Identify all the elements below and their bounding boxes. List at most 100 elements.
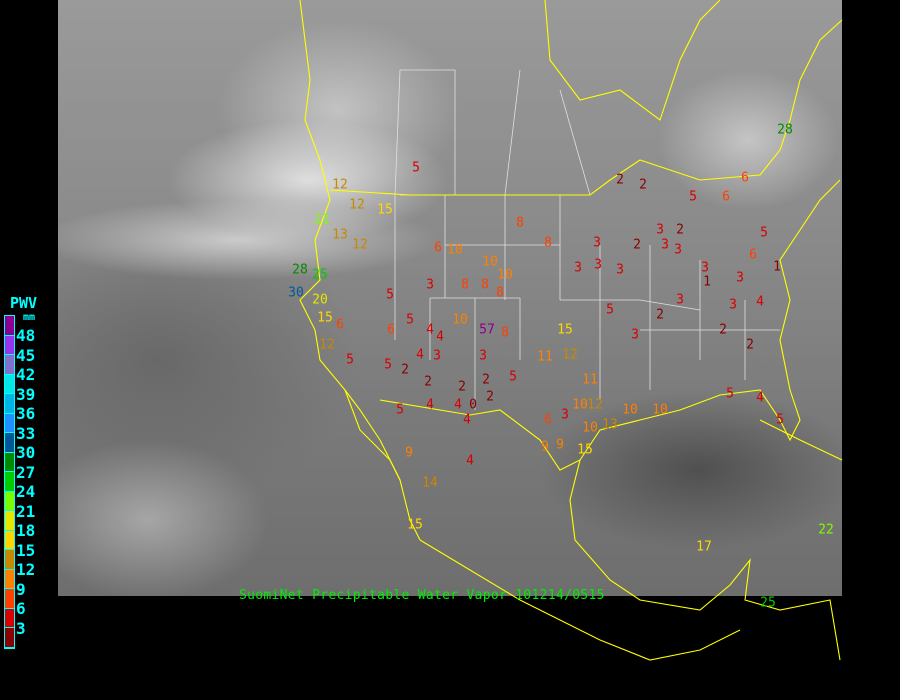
station-pwv-value: 5 [726, 386, 734, 402]
station-pwv-value: 3 [561, 407, 569, 423]
station-pwv-value: 8 [461, 277, 469, 293]
station-pwv-value: 12 [349, 197, 365, 213]
station-pwv-value: 5 [384, 357, 392, 373]
legend-label: 30 [16, 443, 36, 462]
station-pwv-value: 10 [447, 242, 463, 258]
legend-swatch [5, 374, 14, 394]
station-pwv-value: 2 [424, 374, 432, 390]
legend-label: 33 [16, 423, 36, 443]
station-pwv-value: 2 [656, 307, 664, 323]
station-pwv-value: 11 [537, 349, 553, 365]
legend-swatch [5, 394, 14, 414]
station-pwv-value: 6 [749, 247, 757, 263]
station-pwv-value: 25 [312, 267, 328, 283]
station-pwv-value: 6 [387, 322, 395, 338]
station-pwv-value: 10 [582, 420, 598, 436]
legend-label: 9 [16, 579, 26, 599]
legend-label: 42 [16, 365, 36, 384]
station-pwv-value: 3 [674, 242, 682, 258]
station-pwv-value: 10 [652, 402, 668, 418]
station-pwv-value: 8 [544, 235, 552, 251]
station-pwv-value: 2 [482, 372, 490, 388]
station-pwv-value: 2 [719, 322, 727, 338]
legend-color-bar [4, 315, 15, 649]
station-pwv-value: 28 [292, 262, 308, 278]
station-pwv-value: 22 [818, 522, 834, 538]
legend-swatch [5, 316, 14, 336]
station-pwv-value: 3 [616, 262, 624, 278]
station-pwv-value: 2 [401, 362, 409, 378]
legend-swatch [5, 569, 14, 589]
station-pwv-value: 10 [497, 267, 513, 283]
station-pwv-value: 28 [777, 122, 793, 138]
station-pwv-value: 4 [426, 397, 434, 413]
legend-swatch [5, 628, 14, 648]
station-pwv-value: 4 [416, 347, 424, 363]
station-pwv-value: 2 [633, 237, 641, 253]
station-pwv-value: 10 [482, 254, 498, 270]
station-pwv-value: 21 [314, 212, 330, 228]
station-pwv-value: 3 [426, 277, 434, 293]
legend-label: 39 [16, 384, 36, 404]
station-pwv-value: 10 [452, 312, 468, 328]
legend-swatch [5, 452, 14, 472]
station-pwv-value: 5 [412, 160, 420, 176]
station-pwv-value: 15 [577, 442, 593, 458]
station-pwv-value: 2 [486, 389, 494, 405]
legend-swatch [5, 472, 14, 492]
station-pwv-value: 5 [689, 189, 697, 205]
station-pwv-value: 13 [602, 417, 618, 433]
station-pwv-value: 5 [406, 312, 414, 328]
station-pwv-value: 12 [332, 177, 348, 193]
legend-title: PWV [10, 294, 38, 312]
station-pwv-value: 4 [454, 397, 462, 413]
station-pwv-value: 4 [426, 322, 434, 338]
station-pwv-value: 3 [631, 327, 639, 343]
station-pwv-value: 6 [336, 317, 344, 333]
station-pwv-value: 6 [741, 170, 749, 186]
station-pwv-value: 10 [572, 397, 588, 413]
station-pwv-value: 2 [458, 379, 466, 395]
station-pwv-value: 5 [386, 287, 394, 303]
station-pwv-value: 57 [479, 322, 495, 338]
station-pwv-value: 13 [332, 227, 348, 243]
station-pwv-value: 4 [756, 294, 764, 310]
station-pwv-value: 8 [516, 215, 524, 231]
station-pwv-value: 3 [574, 260, 582, 276]
station-pwv-value: 3 [593, 235, 601, 251]
station-pwv-value: 0 [469, 397, 477, 413]
station-pwv-value: 4 [756, 390, 764, 406]
legend-swatch [5, 511, 14, 531]
legend-label: 21 [16, 501, 36, 521]
legend-swatch [5, 550, 14, 570]
station-pwv-value: 2 [616, 172, 624, 188]
station-pwv-value: 20 [312, 292, 328, 308]
station-pwv-value: 3 [676, 292, 684, 308]
station-pwv-value: 3 [701, 260, 709, 276]
station-pwv-value: 5 [396, 402, 404, 418]
station-pwv-value: 12 [587, 397, 603, 413]
legend-label: 12 [16, 560, 36, 579]
station-pwv-value: 2 [639, 177, 647, 193]
station-pwv-value: 5 [509, 369, 517, 385]
station-pwv-value: 3 [656, 222, 664, 238]
station-pwv-value: 14 [422, 475, 438, 491]
legend-swatch [5, 355, 14, 375]
station-pwv-value: 2 [746, 337, 754, 353]
station-pwv-value: 15 [557, 322, 573, 338]
legend-swatch [5, 433, 14, 453]
legend-label: 24 [16, 482, 36, 501]
station-pwv-value: 9 [541, 439, 549, 455]
legend-label: 6 [16, 599, 26, 618]
station-pwv-value: 4 [466, 453, 474, 469]
legend-label: 27 [16, 462, 36, 482]
station-pwv-value: 9 [556, 437, 564, 453]
legend-swatch [5, 335, 14, 355]
station-pwv-value: 5 [346, 352, 354, 368]
station-pwv-value: 12 [352, 237, 368, 253]
legend-label: 36 [16, 404, 36, 423]
map-caption: SuomiNet Precipitable Water Vapor 101214… [239, 588, 605, 603]
station-pwv-value: 12 [562, 347, 578, 363]
station-pwv-value: 10 [622, 402, 638, 418]
